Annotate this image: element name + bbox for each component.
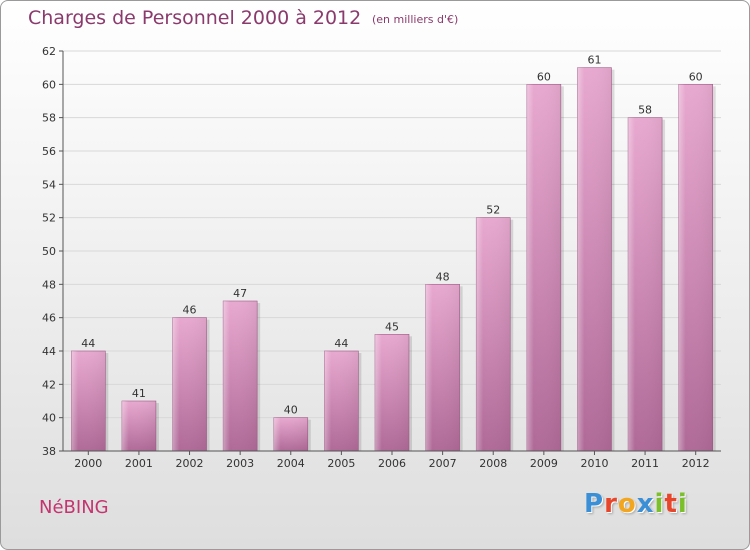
bar-highlight [375, 334, 409, 451]
x-tick-label: 2000 [74, 457, 102, 470]
y-tick-label: 62 [42, 45, 56, 58]
data-label: 52 [486, 204, 500, 217]
bar-highlight [577, 67, 612, 452]
x-tick-label: 2012 [682, 457, 710, 470]
y-tick-label: 38 [42, 445, 56, 458]
labels: 38 40 42 44 46 48 50 52 54 56 58 60 62 2000 44 2001 41 20… [42, 45, 710, 470]
data-label: 41 [132, 387, 146, 400]
data-label: 44 [81, 337, 95, 350]
data-label: 40 [284, 404, 298, 417]
y-tick-label: 42 [42, 378, 56, 391]
commune-name: NéBING [39, 497, 109, 518]
logo-letter: t [664, 489, 678, 519]
bar-highlight [172, 317, 207, 451]
y-tick-label: 44 [42, 345, 56, 358]
data-label: 44 [334, 337, 348, 350]
x-tick-label: 2005 [327, 457, 355, 470]
x-tick-label: 2009 [530, 457, 558, 470]
y-tick-label: 54 [42, 178, 56, 191]
logo-letter: i [654, 489, 665, 519]
bar-highlight [526, 84, 561, 451]
bar-highlight [121, 401, 156, 451]
data-label: 61 [587, 54, 601, 67]
bar-highlight [476, 217, 511, 451]
y-tick-label: 50 [42, 245, 56, 258]
bar-highlight [71, 351, 106, 451]
bar-highlight [628, 117, 663, 452]
x-tick-label: 2011 [631, 457, 659, 470]
x-tick-label: 2006 [378, 457, 406, 470]
data-label: 48 [436, 270, 450, 283]
axes [59, 50, 721, 455]
y-tick-label: 56 [42, 145, 56, 158]
x-tick-label: 2003 [226, 457, 254, 470]
x-tick-label: 2001 [125, 457, 153, 470]
data-label: 60 [537, 70, 551, 83]
bar-highlight [223, 301, 258, 451]
data-label: 46 [183, 304, 197, 317]
logo-letter: P [584, 489, 605, 519]
y-tick-label: 52 [42, 212, 56, 225]
x-tick-label: 2002 [176, 457, 204, 470]
data-label: 60 [689, 70, 703, 83]
x-tick-label: 2004 [277, 457, 305, 470]
bars [71, 67, 716, 452]
bar-highlight [273, 417, 308, 451]
x-tick-label: 2007 [429, 457, 457, 470]
data-label: 45 [385, 320, 399, 333]
y-tick-label: 58 [42, 112, 56, 125]
data-label: 58 [638, 104, 652, 117]
x-tick-label: 2010 [580, 457, 608, 470]
logo-letter: r [604, 489, 618, 519]
y-tick-label: 60 [42, 78, 56, 91]
logo-letter: x [636, 489, 655, 519]
logo-letter: i [677, 489, 688, 519]
chart-subtitle: (en milliers d'€) [372, 13, 459, 26]
bar-highlight [324, 351, 359, 451]
bar-highlight [678, 84, 713, 451]
data-label: 47 [233, 287, 247, 300]
bar-highlight [425, 284, 460, 451]
logo-letter: o [617, 489, 637, 519]
y-tick-label: 40 [42, 412, 56, 425]
y-tick-label: 48 [42, 278, 56, 291]
x-tick-label: 2008 [479, 457, 507, 470]
chart-title: Charges de Personnel 2000 à 2012 [28, 7, 362, 29]
proxiti-logo[interactable]: Proxiti [584, 489, 688, 519]
y-tick-label: 46 [42, 312, 56, 325]
